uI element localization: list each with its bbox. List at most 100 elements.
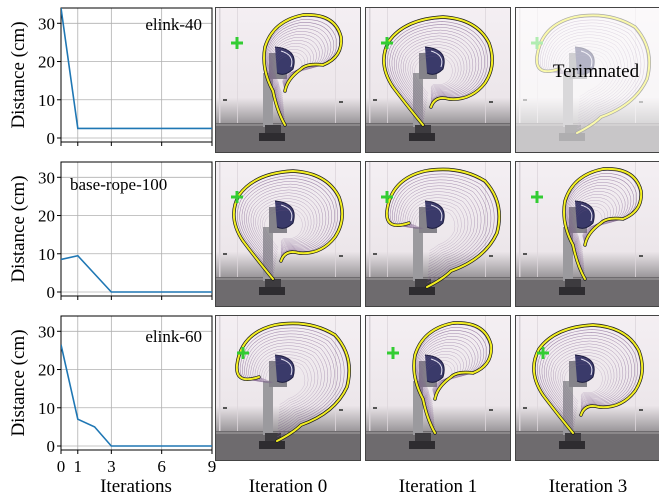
motion-trace bbox=[421, 351, 464, 412]
motion-trace bbox=[409, 200, 465, 259]
motion-trace bbox=[242, 330, 342, 435]
motion-trace bbox=[559, 358, 609, 407]
final-path bbox=[532, 323, 644, 434]
motion-trace bbox=[406, 197, 469, 262]
robot-scene-photo bbox=[215, 161, 361, 307]
terminated-veil bbox=[515, 7, 659, 153]
image-border bbox=[515, 315, 659, 461]
plot-x-axis-label: Iterations bbox=[100, 476, 172, 497]
robot-scene-photo bbox=[365, 7, 511, 153]
plot-frame bbox=[60, 7, 213, 143]
x-tick-label: 0 bbox=[57, 457, 66, 476]
motion-trace bbox=[274, 55, 303, 94]
motion-trace bbox=[255, 198, 315, 258]
final-path bbox=[385, 168, 501, 288]
motion-trace bbox=[424, 360, 456, 405]
motion-trace bbox=[543, 337, 630, 423]
motion-trace bbox=[271, 43, 314, 104]
final-path bbox=[232, 169, 344, 280]
distance-series-line bbox=[61, 254, 212, 293]
final-path bbox=[563, 167, 643, 280]
motion-trace bbox=[259, 204, 309, 253]
image-column-label-2: Iteration 3 bbox=[549, 476, 628, 497]
y-tick-label: 0 bbox=[47, 129, 56, 148]
motion-trace bbox=[248, 189, 324, 265]
plus-icon bbox=[537, 347, 549, 359]
motion-trace bbox=[403, 41, 468, 106]
motion-trace bbox=[400, 188, 479, 270]
image-column-label-0: Iteration 0 bbox=[249, 476, 328, 497]
terminated-label: Terimnated bbox=[553, 61, 640, 82]
motion-trace bbox=[241, 180, 333, 271]
motion-trace bbox=[254, 348, 322, 419]
plot-frame bbox=[60, 161, 213, 297]
motion-trace bbox=[398, 35, 474, 111]
motion-trace bbox=[569, 188, 623, 265]
motion-trace bbox=[263, 360, 309, 408]
motion-trace bbox=[392, 176, 492, 281]
plus-icon bbox=[381, 191, 393, 203]
plus-icon bbox=[237, 347, 249, 359]
x-tick-label: 3 bbox=[107, 457, 116, 476]
motion-trace bbox=[548, 343, 624, 419]
plus-icon bbox=[231, 37, 243, 49]
final-path bbox=[382, 15, 494, 126]
motion-trace bbox=[569, 191, 620, 262]
plus-icon bbox=[531, 191, 543, 203]
motion-trace bbox=[571, 197, 614, 258]
motion-trace bbox=[550, 346, 621, 416]
image-border bbox=[365, 7, 511, 153]
motion-trace bbox=[407, 47, 462, 101]
motion-trace bbox=[405, 44, 465, 104]
motion-trace bbox=[239, 178, 335, 274]
plot-frame bbox=[60, 315, 213, 451]
motion-trace bbox=[269, 37, 320, 108]
y-tick-label: 20 bbox=[38, 361, 55, 380]
motion-trace bbox=[256, 351, 319, 416]
motion-trace bbox=[393, 29, 480, 115]
y-tick-label: 0 bbox=[47, 283, 56, 302]
motion-trace bbox=[414, 55, 453, 94]
motion-trace bbox=[262, 207, 306, 251]
y-tick-label: 30 bbox=[38, 14, 55, 33]
y-tick-label: 30 bbox=[38, 168, 55, 187]
motion-trace bbox=[274, 52, 306, 97]
motion-trace bbox=[402, 191, 475, 267]
iteration-image-r0-c0 bbox=[215, 7, 361, 153]
x-tick-label: 1 bbox=[74, 457, 83, 476]
plus-icon bbox=[387, 347, 399, 359]
y-tick-label: 10 bbox=[38, 91, 55, 110]
motion-trace bbox=[252, 345, 325, 421]
image-border bbox=[365, 315, 511, 461]
distance-series-line bbox=[61, 344, 212, 447]
motion-trace bbox=[413, 206, 459, 254]
motion-trace bbox=[574, 209, 603, 248]
iteration-image-r1-c0 bbox=[215, 161, 361, 307]
distance-chart-2: 0 10 20 30 0 1 3 6 9 Distance (cm) elink-60 bbox=[8, 315, 216, 476]
image-border bbox=[215, 161, 361, 307]
motion-trace bbox=[420, 348, 467, 414]
y-tick-label: 20 bbox=[38, 53, 55, 72]
y-tick-label: 10 bbox=[38, 399, 55, 418]
iteration-image-r1-c2 bbox=[515, 161, 659, 307]
motion-trace bbox=[273, 49, 308, 99]
motion-trace bbox=[415, 209, 455, 251]
motion-trace bbox=[423, 357, 458, 407]
y-axis-label: Distance (cm) bbox=[8, 21, 29, 128]
y-tick-label: 10 bbox=[38, 245, 55, 264]
y-tick-label: 20 bbox=[38, 207, 55, 226]
motion-trace bbox=[553, 349, 618, 414]
motion-trace bbox=[573, 203, 608, 253]
plus-icon bbox=[231, 191, 243, 203]
image-border bbox=[215, 315, 361, 461]
motion-trace bbox=[564, 363, 603, 402]
image-border bbox=[365, 161, 511, 307]
motion-trace bbox=[419, 345, 470, 416]
motion-trace bbox=[257, 201, 312, 255]
motion-trace bbox=[265, 363, 305, 405]
motion-trace bbox=[555, 352, 615, 412]
iteration-image-r2-c0 bbox=[215, 315, 361, 461]
motion-trace bbox=[539, 332, 635, 428]
y-tick-label: 30 bbox=[38, 322, 55, 341]
